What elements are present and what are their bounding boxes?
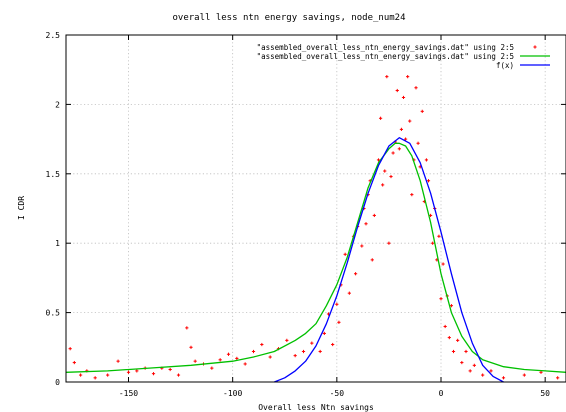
- data-point: [302, 350, 305, 353]
- data-point: [335, 303, 338, 306]
- y-tick-label: 0: [55, 378, 60, 387]
- data-point: [344, 253, 347, 256]
- data-point: [294, 354, 297, 357]
- data-point: [189, 346, 192, 349]
- data-point: [416, 142, 419, 145]
- grid: [66, 35, 566, 382]
- data-point: [285, 339, 288, 342]
- data-point: [389, 175, 392, 178]
- data-point: [469, 369, 472, 372]
- data-point: [69, 347, 72, 350]
- data-point: [441, 262, 444, 265]
- data-point: [94, 376, 97, 379]
- data-point: [360, 244, 363, 247]
- data-point: [381, 183, 384, 186]
- data-point: [383, 169, 386, 172]
- y-axis-label: I CDR: [17, 196, 26, 220]
- data-point: [410, 193, 413, 196]
- data-point: [502, 376, 505, 379]
- legend-label-0: "assembled_overall_less_ntn_energy_savin…: [257, 43, 514, 52]
- legend-label-2: f(x): [496, 61, 514, 70]
- data-point: [439, 297, 442, 300]
- data-point: [185, 326, 188, 329]
- data-point: [219, 358, 222, 361]
- data-point: [337, 321, 340, 324]
- data-point: [391, 151, 394, 154]
- data-point: [400, 128, 403, 131]
- y-tick-label: 2: [55, 100, 60, 109]
- x-tick-label: 50: [540, 389, 550, 398]
- x-tick-label: -150: [119, 389, 138, 398]
- series-line-1: [66, 143, 566, 372]
- data-point: [310, 342, 313, 345]
- data-point: [319, 350, 322, 353]
- data-point: [169, 368, 172, 371]
- data-point: [385, 75, 388, 78]
- data-point: [373, 214, 376, 217]
- legend: "assembled_overall_less_ntn_energy_savin…: [257, 43, 550, 70]
- data-point: [73, 361, 76, 364]
- data-point: [116, 360, 119, 363]
- data-point: [402, 96, 405, 99]
- data-point: [194, 360, 197, 363]
- data-point: [408, 119, 411, 122]
- series-layer: [66, 75, 566, 382]
- data-point: [460, 361, 463, 364]
- data-point: [523, 373, 526, 376]
- data-point: [379, 117, 382, 120]
- data-point: [227, 353, 230, 356]
- data-point: [473, 364, 476, 367]
- x-tick-label: -50: [330, 389, 345, 398]
- data-point: [414, 86, 417, 89]
- data-point: [398, 147, 401, 150]
- data-point: [177, 373, 180, 376]
- data-point: [348, 292, 351, 295]
- data-point: [448, 336, 451, 339]
- data-point: [244, 362, 247, 365]
- x-axis-label: Overall less Ntn savings: [258, 403, 374, 412]
- data-point: [252, 350, 255, 353]
- y-tick-label: 0.5: [46, 309, 61, 318]
- legend-label-1: "assembled_overall_less_ntn_energy_savin…: [257, 52, 514, 61]
- series-line-2: [274, 138, 503, 382]
- x-tick-label: -100: [223, 389, 242, 398]
- data-point: [354, 272, 357, 275]
- data-point: [387, 242, 390, 245]
- data-point: [444, 325, 447, 328]
- data-point: [556, 376, 559, 379]
- data-point: [396, 89, 399, 92]
- data-point: [127, 371, 130, 374]
- plot-frame: [66, 35, 566, 382]
- y-tick-label: 1: [55, 239, 60, 248]
- data-point: [371, 258, 374, 261]
- data-point: [323, 332, 326, 335]
- data-point: [331, 343, 334, 346]
- data-point: [421, 110, 424, 113]
- data-point: [464, 350, 467, 353]
- x-tick-label: 0: [439, 389, 444, 398]
- data-point: [79, 373, 82, 376]
- data-point: [456, 339, 459, 342]
- data-point: [135, 369, 138, 372]
- data-point: [425, 158, 428, 161]
- data-point: [260, 343, 263, 346]
- data-point: [152, 372, 155, 375]
- data-point: [437, 235, 440, 238]
- data-point: [481, 373, 484, 376]
- data-point: [406, 75, 409, 78]
- y-tick-label: 1.5: [46, 170, 61, 179]
- chart-title: overall less ntn energy savings, node_nu…: [173, 13, 406, 23]
- data-point: [364, 222, 367, 225]
- data-point: [106, 373, 109, 376]
- ticks: -150 -100 -50 0 50 0 0.5 1 1.5 2 2.5: [46, 31, 566, 398]
- data-point: [210, 367, 213, 370]
- data-point: [269, 355, 272, 358]
- y-tick-label: 2.5: [46, 31, 61, 40]
- data-point: [431, 242, 434, 245]
- data-point: [452, 350, 455, 353]
